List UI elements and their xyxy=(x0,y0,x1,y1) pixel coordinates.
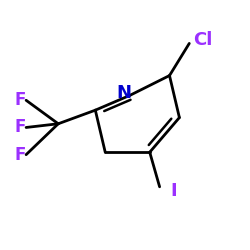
Text: N: N xyxy=(116,84,131,102)
Text: F: F xyxy=(14,146,26,164)
Text: I: I xyxy=(170,182,176,200)
Text: Cl: Cl xyxy=(193,31,212,49)
Text: F: F xyxy=(14,91,26,109)
Text: F: F xyxy=(14,118,26,136)
